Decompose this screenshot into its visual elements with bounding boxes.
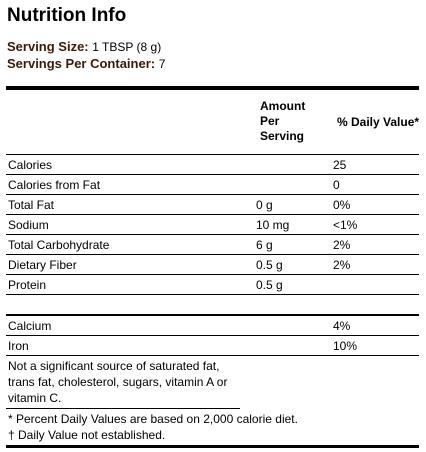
nutrient-name: Total Fat bbox=[8, 198, 55, 212]
nutrient-row: Calcium 4% bbox=[6, 316, 419, 336]
nutrient-row: Dietary Fiber 0.5 g 2% bbox=[6, 255, 419, 275]
amount: 0.5 g bbox=[256, 258, 283, 272]
nutrient-row: Total Carbohydrate 6 g 2% bbox=[6, 235, 419, 255]
nutrient-row: Iron 10% bbox=[6, 336, 419, 356]
nutrient-name: Calories bbox=[8, 158, 53, 172]
amount: 0.5 g bbox=[256, 278, 283, 292]
nutrient-row: Sodium 10 mg <1% bbox=[6, 215, 419, 235]
title: Nutrition Info bbox=[7, 5, 127, 26]
daily-value: 2% bbox=[333, 238, 351, 252]
daily-value: 2% bbox=[333, 258, 351, 272]
amount-header: Amount Per Serving bbox=[260, 99, 306, 143]
servings-per-container: Servings Per Container: 7 bbox=[7, 56, 165, 71]
value: 1 TBSP (8 g) bbox=[92, 40, 162, 54]
footnote: Not a significant source of saturated fa… bbox=[6, 356, 240, 409]
nutrient-row: Total Fat 0 g 0% bbox=[6, 195, 419, 215]
label: Serving Size: bbox=[7, 39, 89, 54]
amount: 6 g bbox=[256, 238, 273, 252]
nutrient-row: Protein 0.5 g bbox=[6, 275, 419, 295]
rule bbox=[6, 86, 419, 90]
nutrient-row: Calories 25 bbox=[6, 155, 419, 175]
spacer-row bbox=[6, 295, 419, 316]
daily-value: 25 bbox=[333, 158, 347, 172]
nutrient-name: Iron bbox=[8, 339, 29, 353]
nutrient-name: Calories from Fat bbox=[8, 178, 101, 192]
dv-header: % Daily Value* bbox=[337, 115, 420, 129]
nutrient-name: Sodium bbox=[8, 218, 49, 232]
nutrient-row: Calories from Fat 0 bbox=[6, 175, 419, 195]
value: 7 bbox=[158, 57, 166, 71]
daily-value: 4% bbox=[333, 319, 351, 333]
footnotes: * Percent Daily Values are based on 2,00… bbox=[6, 409, 419, 448]
daily-value: <1% bbox=[333, 218, 358, 232]
amount: 0 g bbox=[256, 198, 273, 212]
amount: 10 mg bbox=[256, 218, 290, 232]
nutrient-name: Dietary Fiber bbox=[8, 258, 77, 272]
nutrient-name: Calcium bbox=[8, 319, 52, 333]
daily-value: 0% bbox=[333, 198, 351, 212]
footnote-line: * Percent Daily Values are based on 2,00… bbox=[8, 412, 298, 426]
nutrient-name: Protein bbox=[8, 278, 47, 292]
footnote-line: † Daily Value not established. bbox=[8, 428, 166, 442]
label: Servings Per Container: bbox=[7, 56, 156, 71]
daily-value: 0 bbox=[333, 178, 340, 192]
serving-size: Serving Size: 1 TBSP (8 g) bbox=[7, 39, 161, 54]
nutrient-table: Calories 25 Calories from Fat 0 Total Fat 0 g… bbox=[6, 154, 419, 448]
daily-value: 10% bbox=[333, 339, 358, 353]
nutrient-name: Total Carbohydrate bbox=[8, 238, 110, 252]
